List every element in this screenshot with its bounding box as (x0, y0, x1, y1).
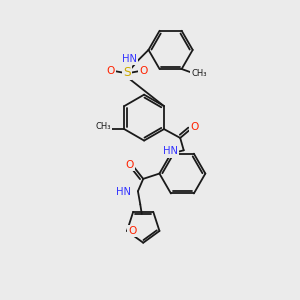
Text: HN: HN (163, 146, 178, 157)
Text: CH₃: CH₃ (95, 122, 111, 131)
Text: O: O (191, 122, 199, 132)
Text: O: O (129, 226, 137, 236)
Text: HN: HN (116, 188, 131, 197)
Text: HN: HN (122, 54, 137, 64)
Text: CH₃: CH₃ (192, 69, 207, 78)
Text: S: S (123, 66, 131, 79)
Text: O: O (106, 66, 114, 76)
Text: O: O (140, 66, 148, 76)
Text: O: O (125, 160, 133, 170)
